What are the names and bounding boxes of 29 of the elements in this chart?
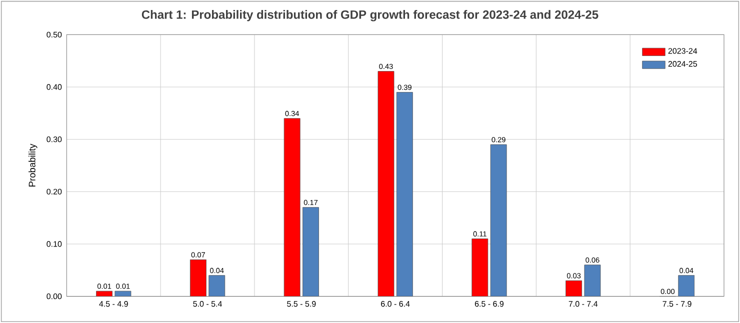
y-tick-label: 0.10 <box>46 241 62 247</box>
bar <box>472 238 488 296</box>
legend-label: 2024-25 <box>668 61 698 67</box>
y-tick-label: 0.30 <box>46 136 62 142</box>
y-tick-label: 0.50 <box>46 32 62 38</box>
x-tick-label: 7.5 - 7.9 <box>662 301 692 307</box>
x-tick-label: 7.0 - 7.4 <box>568 301 598 307</box>
x-tick-label: 5.5 - 5.9 <box>287 301 316 307</box>
bar <box>566 280 582 296</box>
y-tick-label: 0.20 <box>46 188 62 194</box>
bar <box>302 207 319 296</box>
bar <box>190 259 206 296</box>
legend-label: 2023-24 <box>668 48 698 54</box>
bar <box>396 92 413 296</box>
y-axis-title: Probability <box>28 144 38 187</box>
bar <box>584 264 601 296</box>
x-tick-label: 5.0 - 5.4 <box>193 301 222 307</box>
x-tick-label: 6.5 - 6.9 <box>474 301 504 307</box>
bar <box>208 275 226 296</box>
y-tick-label: 0.00 <box>46 293 62 300</box>
x-tick-label: 6.0 - 6.4 <box>381 301 410 307</box>
bar <box>378 71 394 296</box>
bar <box>284 118 300 296</box>
bar <box>678 275 695 296</box>
bar <box>114 290 132 296</box>
chart-title: Chart 1: Probability distribution of GDP growth forecast for 2023-24 and 2024-25 <box>142 10 598 22</box>
bar <box>490 144 507 296</box>
y-tick-label: 0.40 <box>46 84 62 90</box>
x-tick-label: 4.5 - 4.9 <box>99 301 128 307</box>
